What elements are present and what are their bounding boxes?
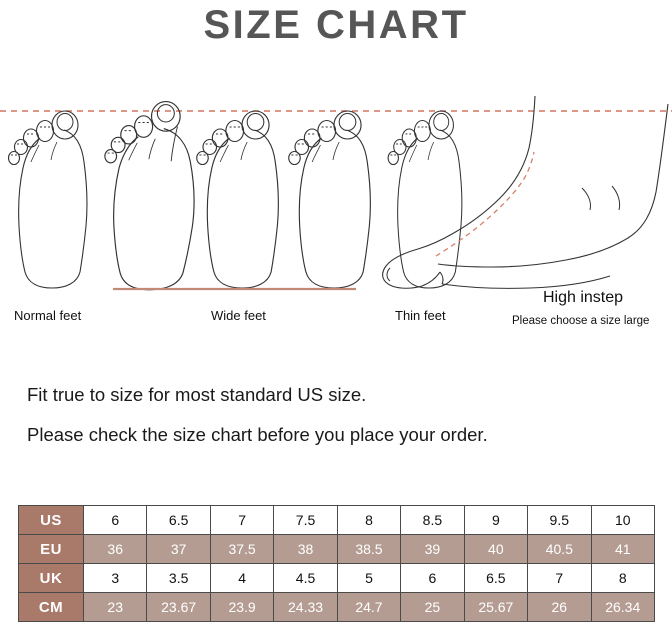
size-cell: 6.5 bbox=[146, 505, 211, 535]
size-cell: 39 bbox=[400, 534, 465, 564]
foot-label-wide: Wide feet bbox=[211, 308, 266, 323]
size-cell: 4.5 bbox=[273, 563, 338, 593]
size-cell: 8 bbox=[590, 563, 655, 593]
size-row-label-uk: UK bbox=[18, 563, 84, 593]
size-cell: 8 bbox=[336, 505, 402, 535]
foot-thin bbox=[387, 110, 463, 289]
size-cell: 36 bbox=[82, 534, 148, 564]
size-cell: 26.34 bbox=[590, 592, 655, 622]
size-cell: 25 bbox=[400, 592, 465, 622]
foot-wide-2 bbox=[196, 110, 280, 289]
size-cell: 24.33 bbox=[273, 592, 338, 622]
foot-illustrations-svg bbox=[0, 95, 672, 291]
size-cell: 6.5 bbox=[463, 563, 529, 593]
size-cell: 3 bbox=[82, 563, 148, 593]
fit-note-1: Fit true to size for most standard US si… bbox=[27, 384, 367, 405]
size-table-body: US 6 6.5 7 7.5 8 8.5 9 9.5 10 EU 36 37 37.5 38 38.5 39 40… bbox=[18, 505, 655, 622]
size-cell: 6 bbox=[82, 505, 148, 535]
size-cell: 5 bbox=[336, 563, 402, 593]
size-cell: 7 bbox=[209, 505, 275, 535]
instep-guide-line bbox=[435, 151, 535, 257]
size-conversion-table: US 6 6.5 7 7.5 8 8.5 9 9.5 10 EU 36 37 37.5 38 38.5 39 40… bbox=[18, 505, 655, 622]
foot-label-normal: Normal feet bbox=[14, 308, 82, 323]
size-table-row-uk: UK 3 3.5 4 4.5 5 6 6.5 7 8 bbox=[18, 563, 655, 593]
size-cell: 7.5 bbox=[273, 505, 338, 535]
size-cell: 38 bbox=[273, 534, 338, 564]
size-table-row-cm: CM 23 23.67 23.9 24.33 24.7 25 25.67 26 26.34 bbox=[18, 592, 655, 622]
size-cell: 23.67 bbox=[146, 592, 211, 622]
fit-note-2: Please check the size chart before you p… bbox=[27, 424, 488, 445]
size-cell: 23 bbox=[82, 592, 148, 622]
foot-wide-1 bbox=[104, 101, 195, 291]
high-instep-subtitle: Please choose a size large bbox=[512, 315, 650, 327]
size-cell: 25.67 bbox=[463, 592, 529, 622]
foot-wide-3 bbox=[288, 110, 372, 289]
size-cell: 23.9 bbox=[209, 592, 275, 622]
foot-high-instep bbox=[382, 95, 669, 289]
size-cell: 4 bbox=[209, 563, 275, 593]
size-table-row-eu: EU 36 37 37.5 38 38.5 39 40 40.5 41 bbox=[18, 534, 655, 564]
size-cell: 26 bbox=[527, 592, 592, 622]
size-cell: 37.5 bbox=[209, 534, 275, 564]
size-cell: 6 bbox=[400, 563, 465, 593]
size-cell: 10 bbox=[590, 505, 655, 535]
size-cell: 38.5 bbox=[336, 534, 402, 564]
foot-label-thin: Thin feet bbox=[395, 308, 446, 323]
foot-diagram-panel: Normal feet Wide feet Thin feet High ins… bbox=[0, 86, 672, 336]
size-cell: 41 bbox=[590, 534, 655, 564]
size-row-label-eu: EU bbox=[18, 534, 84, 564]
size-cell: 8.5 bbox=[400, 505, 465, 535]
size-table-row-us: US 6 6.5 7 7.5 8 8.5 9 9.5 10 bbox=[18, 505, 655, 535]
size-cell: 37 bbox=[146, 534, 211, 564]
size-row-label-us: US bbox=[18, 505, 84, 535]
size-cell: 7 bbox=[527, 563, 592, 593]
size-cell: 40.5 bbox=[527, 534, 592, 564]
foot-normal bbox=[7, 110, 88, 289]
size-cell: 9.5 bbox=[527, 505, 592, 535]
size-cell: 40 bbox=[463, 534, 529, 564]
high-instep-title: High instep bbox=[543, 289, 624, 306]
size-cell: 3.5 bbox=[146, 563, 211, 593]
size-row-label-cm: CM bbox=[18, 592, 84, 622]
page-title: SIZE CHART bbox=[203, 3, 469, 47]
size-cell: 9 bbox=[463, 505, 529, 535]
size-cell: 24.7 bbox=[336, 592, 402, 622]
